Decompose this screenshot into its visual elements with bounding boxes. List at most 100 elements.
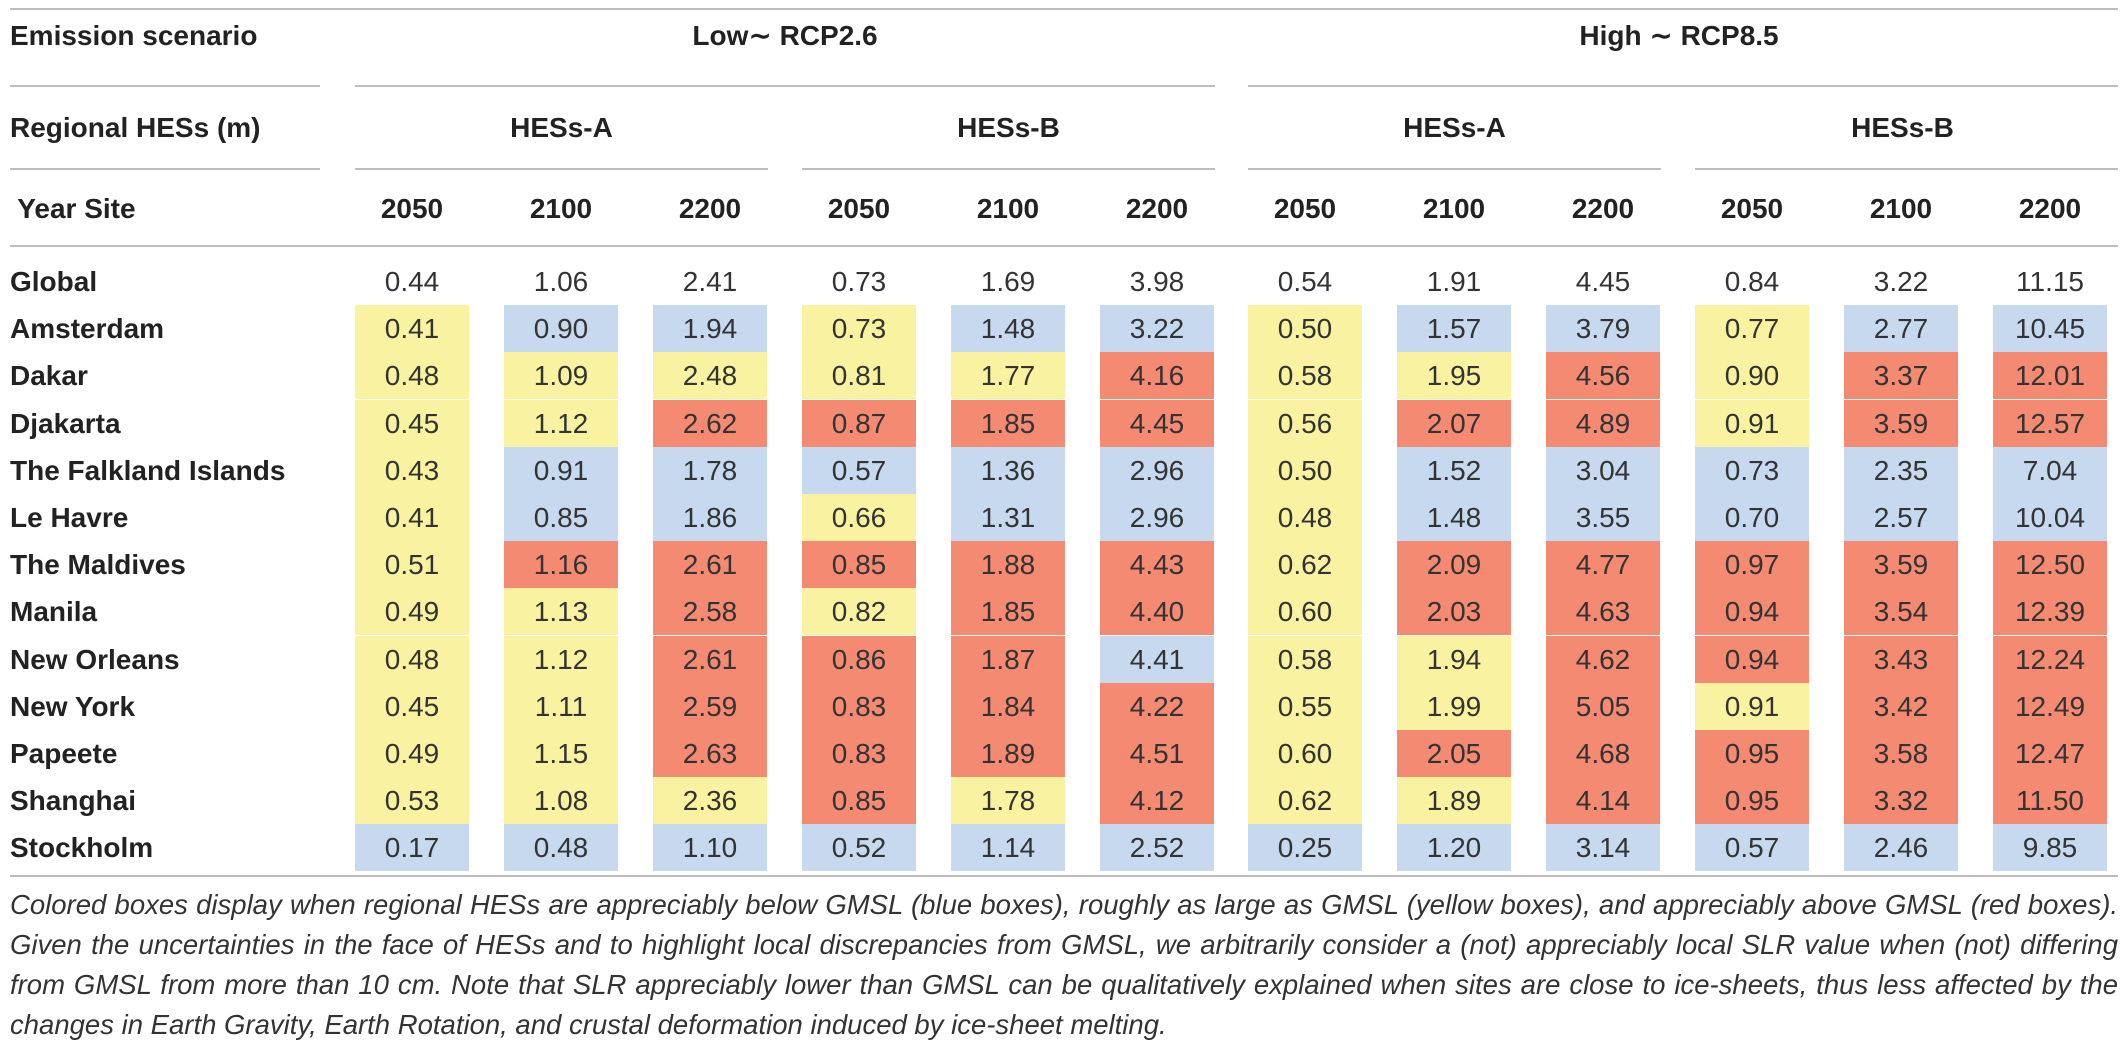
value-cell: 12.01 [1993, 352, 2107, 399]
value-cell: 4.51 [1100, 730, 1214, 777]
value-cell: 0.56 [1248, 400, 1362, 447]
value-cell: 0.94 [1695, 636, 1809, 683]
site-label: Djakarta [10, 408, 121, 439]
value-cell: 0.49 [355, 588, 469, 635]
value-cell: 2.52 [1100, 824, 1214, 871]
hess-rule-low-b [802, 168, 1215, 170]
value-cell: 4.45 [1575, 266, 1631, 297]
value-cell: 1.95 [1397, 352, 1511, 399]
year-header: 2050 [827, 193, 891, 224]
hess-rule-high-a [1248, 168, 1661, 170]
year-header: 2100 [1869, 193, 1933, 224]
value-cell: 0.17 [355, 824, 469, 871]
site-label: Manila [10, 596, 98, 627]
value-cell: 0.86 [802, 636, 916, 683]
scenario-rule-high [1248, 85, 2118, 87]
value-cell: 0.87 [802, 400, 916, 447]
value-cell: 0.95 [1695, 777, 1809, 824]
value-cell: 0.60 [1248, 730, 1362, 777]
site-label: New York [10, 691, 136, 722]
header-bottom-rule [10, 245, 2118, 247]
value-cell: 4.14 [1546, 777, 1660, 824]
value-cell: 0.83 [802, 730, 916, 777]
value-cell: 3.43 [1844, 636, 1958, 683]
value-cell: 4.16 [1100, 352, 1214, 399]
value-cell: 1.15 [504, 730, 618, 777]
value-cell: 2.62 [653, 400, 767, 447]
value-cell: 1.10 [653, 824, 767, 871]
value-cell: 0.91 [1695, 400, 1809, 447]
site-label: The Maldives [10, 549, 186, 580]
table-bottom-rule [10, 875, 2118, 877]
value-cell: 1.85 [951, 588, 1065, 635]
value-cell: 0.95 [1695, 730, 1809, 777]
hess-group-high-b: HESs-B [1851, 112, 1954, 143]
value-cell: 3.55 [1546, 494, 1660, 541]
value-cell: 0.73 [831, 266, 887, 297]
value-cell: 0.83 [802, 683, 916, 730]
value-cell: 0.58 [1248, 352, 1362, 399]
value-cell: 1.31 [951, 494, 1065, 541]
value-cell: 0.94 [1695, 588, 1809, 635]
value-cell: 0.58 [1248, 636, 1362, 683]
site-label: Stockholm [10, 832, 154, 863]
value-cell: 0.62 [1248, 777, 1362, 824]
value-cell: 2.35 [1844, 447, 1958, 494]
site-label: Papeete [10, 738, 118, 769]
value-cell: 1.13 [504, 588, 618, 635]
value-cell: 3.22 [1873, 266, 1929, 297]
value-cell: 4.56 [1546, 352, 1660, 399]
value-cell: 1.77 [951, 352, 1065, 399]
value-cell: 12.49 [1993, 683, 2107, 730]
value-cell: 1.89 [1397, 777, 1511, 824]
site-label: Global [10, 266, 98, 297]
value-cell: 0.66 [802, 494, 916, 541]
value-cell: 3.79 [1546, 305, 1660, 352]
value-cell: 1.36 [951, 447, 1065, 494]
value-cell: 0.85 [802, 541, 916, 588]
value-cell: 0.57 [1695, 824, 1809, 871]
value-cell: 1.87 [951, 636, 1065, 683]
value-cell: 1.94 [653, 305, 767, 352]
value-cell: 12.24 [1993, 636, 2107, 683]
site-label: The Falkland Islands [10, 455, 286, 486]
value-cell: 3.22 [1100, 305, 1214, 352]
value-cell: 2.77 [1844, 305, 1958, 352]
hess-group-low-b: HESs-B [957, 112, 1060, 143]
value-cell: 9.85 [1993, 824, 2107, 871]
site-label: Dakar [10, 360, 88, 391]
value-cell: 0.48 [1248, 494, 1362, 541]
value-cell: 4.40 [1100, 588, 1214, 635]
value-cell: 4.68 [1546, 730, 1660, 777]
value-cell: 1.11 [504, 683, 618, 730]
value-cell: 0.50 [1248, 447, 1362, 494]
value-cell: 1.48 [1397, 494, 1511, 541]
value-cell: 12.47 [1993, 730, 2107, 777]
value-cell: 3.32 [1844, 777, 1958, 824]
value-cell: 2.07 [1397, 400, 1511, 447]
value-cell: 12.39 [1993, 588, 2107, 635]
value-cell: 1.06 [533, 266, 589, 297]
value-cell: 0.57 [802, 447, 916, 494]
value-cell: 0.49 [355, 730, 469, 777]
scenario-label: Emission scenario [10, 20, 258, 51]
value-cell: 0.51 [355, 541, 469, 588]
value-cell: 0.54 [1277, 266, 1333, 297]
value-cell: 2.59 [653, 683, 767, 730]
value-cell: 12.57 [1993, 400, 2107, 447]
value-cell: 2.03 [1397, 588, 1511, 635]
value-cell: 0.41 [355, 494, 469, 541]
value-cell: 0.90 [504, 305, 618, 352]
value-cell: 3.58 [1844, 730, 1958, 777]
value-cell: 1.78 [653, 447, 767, 494]
top-rule [10, 8, 2118, 10]
value-cell: 0.25 [1248, 824, 1362, 871]
value-cell: 1.89 [951, 730, 1065, 777]
value-cell: 1.52 [1397, 447, 1511, 494]
year-header: 2200 [1571, 193, 1635, 224]
value-cell: 2.96 [1100, 494, 1214, 541]
value-cell: 1.16 [504, 541, 618, 588]
value-cell: 1.08 [504, 777, 618, 824]
value-cell: 0.55 [1248, 683, 1362, 730]
value-cell: 4.89 [1546, 400, 1660, 447]
